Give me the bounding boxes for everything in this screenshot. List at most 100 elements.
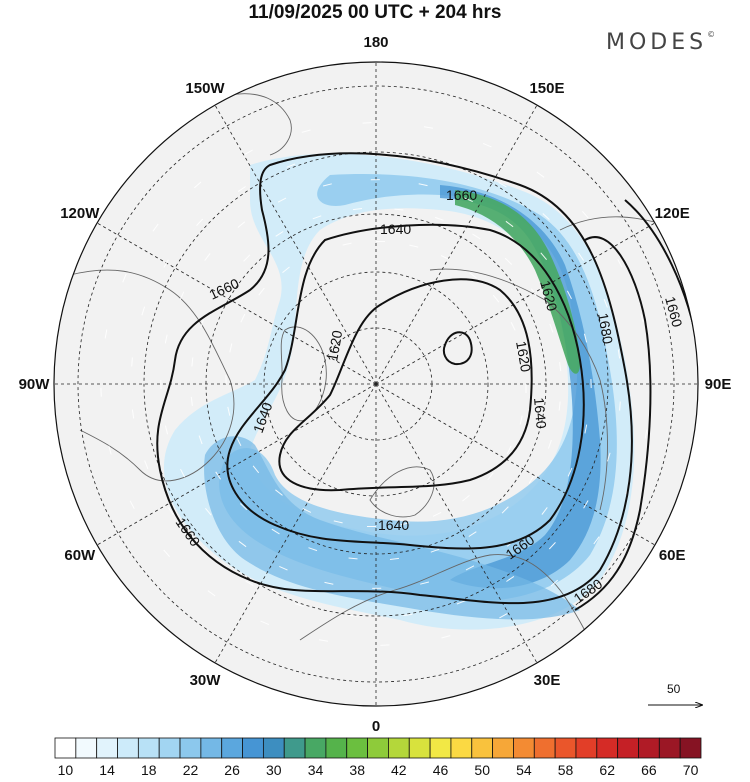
wind-vector <box>104 329 108 339</box>
colorbar-swatch <box>617 737 639 759</box>
wind-vector <box>548 439 552 449</box>
wind-vector <box>342 242 352 246</box>
wind-vector <box>198 435 203 445</box>
wind-vector <box>202 548 210 555</box>
wind-vector <box>432 511 442 517</box>
wind-vector <box>164 425 169 435</box>
colorbar-swatches <box>54 737 702 759</box>
colorbar-swatch <box>596 737 619 759</box>
brand-name: MODES <box>606 30 708 55</box>
wind-vector <box>456 600 466 605</box>
wind-vector <box>578 252 585 261</box>
wind-vector <box>469 272 477 279</box>
wind-vector <box>550 579 559 587</box>
longitude-label: 90W <box>19 376 51 393</box>
wind-vector <box>505 220 514 228</box>
wind-vector <box>205 507 212 516</box>
wind-vector <box>640 313 644 323</box>
colorbar-swatch <box>283 737 306 759</box>
colorbar-swatch <box>679 737 702 759</box>
colorbar-tick-label: 70 <box>683 762 699 778</box>
map-disc: 1660 1640 1620 1620 1640 1660 1660 1680 … <box>54 62 698 706</box>
contour-label: 1640 <box>380 221 411 237</box>
wind-vector <box>400 522 410 526</box>
wind-vector <box>236 437 242 447</box>
colorbar-swatch <box>137 737 160 759</box>
wind-vector <box>180 468 186 478</box>
colorbar-swatch <box>367 737 389 759</box>
wind-vector <box>271 528 280 535</box>
wind-vector <box>193 181 202 189</box>
wind-vector <box>217 284 224 293</box>
wind-reference-value: 50 <box>667 682 681 696</box>
colorbar-swatch <box>471 737 494 759</box>
longitude-label: 60W <box>64 547 96 564</box>
colorbar-swatch <box>638 737 660 759</box>
colorbar-tick-label: 38 <box>349 762 365 778</box>
wind-vector <box>243 254 251 262</box>
wind-vector <box>333 520 343 524</box>
colorbar-tick-label: 58 <box>558 762 574 778</box>
colorbar-swatch <box>96 737 118 759</box>
longitude-label: 90E <box>705 376 732 393</box>
wind-vector <box>394 151 404 154</box>
wind-vector <box>227 406 231 416</box>
wind-vector <box>190 396 193 406</box>
colorbar-tick-label: 62 <box>599 762 615 778</box>
wind-vector <box>129 500 135 509</box>
coast-north-america <box>69 269 235 482</box>
longitude-labels: 180 150E 120E 90E 60E 30E 0 30W 60W 90W 120W 150W <box>19 34 732 732</box>
contour-label: 1620 <box>537 279 561 313</box>
colorbar: 10 14 18 22 26 30 34 38 42 46 50 54 58 62 66 70 <box>54 737 702 778</box>
wind-vector <box>521 352 525 362</box>
wind-vector <box>279 565 288 571</box>
wind-vector <box>506 445 512 455</box>
wind-vector <box>275 231 284 237</box>
wind-vector <box>282 266 290 273</box>
contour-label: 1640 <box>378 517 409 533</box>
wind-vector <box>380 644 390 646</box>
colorbar-swatch <box>200 737 223 759</box>
colorbar-swatch <box>54 737 77 759</box>
colorbar-swatch <box>429 737 452 759</box>
wind-vector <box>465 565 475 571</box>
colorbar-tick-label: 14 <box>99 762 115 778</box>
colorbar-tick-label: 66 <box>641 762 657 778</box>
map-border <box>53 61 699 707</box>
wind-vector <box>606 452 611 462</box>
coast-alaska <box>229 93 292 156</box>
colorbar-swatch <box>408 737 431 759</box>
wind-vector <box>536 171 545 178</box>
wind-vector <box>131 409 135 419</box>
wind-vector <box>528 475 535 484</box>
longitude-label: 180 <box>363 34 388 51</box>
wind-vector <box>409 244 419 248</box>
wind-vector <box>196 218 204 226</box>
wind-vector <box>540 252 547 261</box>
colorbar-swatch <box>575 737 598 759</box>
colorbar-tick-label: 46 <box>433 762 449 778</box>
colorbar-swatch <box>262 737 285 759</box>
latitude-circle-50 <box>143 151 609 617</box>
wind-vectors <box>100 122 652 646</box>
wind-vector <box>583 333 588 343</box>
wind-vector <box>472 233 481 240</box>
longitude-label: 150E <box>529 80 564 97</box>
colorbar-swatch <box>117 737 139 759</box>
wind-vector <box>324 581 334 585</box>
longitude-label: 30W <box>190 672 222 689</box>
copyright-mark: © <box>707 30 716 39</box>
wind-vector <box>164 334 168 344</box>
colorbar-swatch <box>533 737 556 759</box>
contour-1620-low <box>442 331 473 366</box>
wind-vector <box>510 321 516 331</box>
colorbar-tick-label: 26 <box>224 762 240 778</box>
wind-vector <box>302 508 312 513</box>
jet-band-mid <box>219 174 617 602</box>
wind-vector <box>239 503 248 511</box>
wind-vector <box>423 126 433 129</box>
graticule <box>54 62 698 706</box>
wind-vector <box>245 580 254 586</box>
wind-vector <box>468 531 477 537</box>
contour-1680-east <box>574 236 652 611</box>
